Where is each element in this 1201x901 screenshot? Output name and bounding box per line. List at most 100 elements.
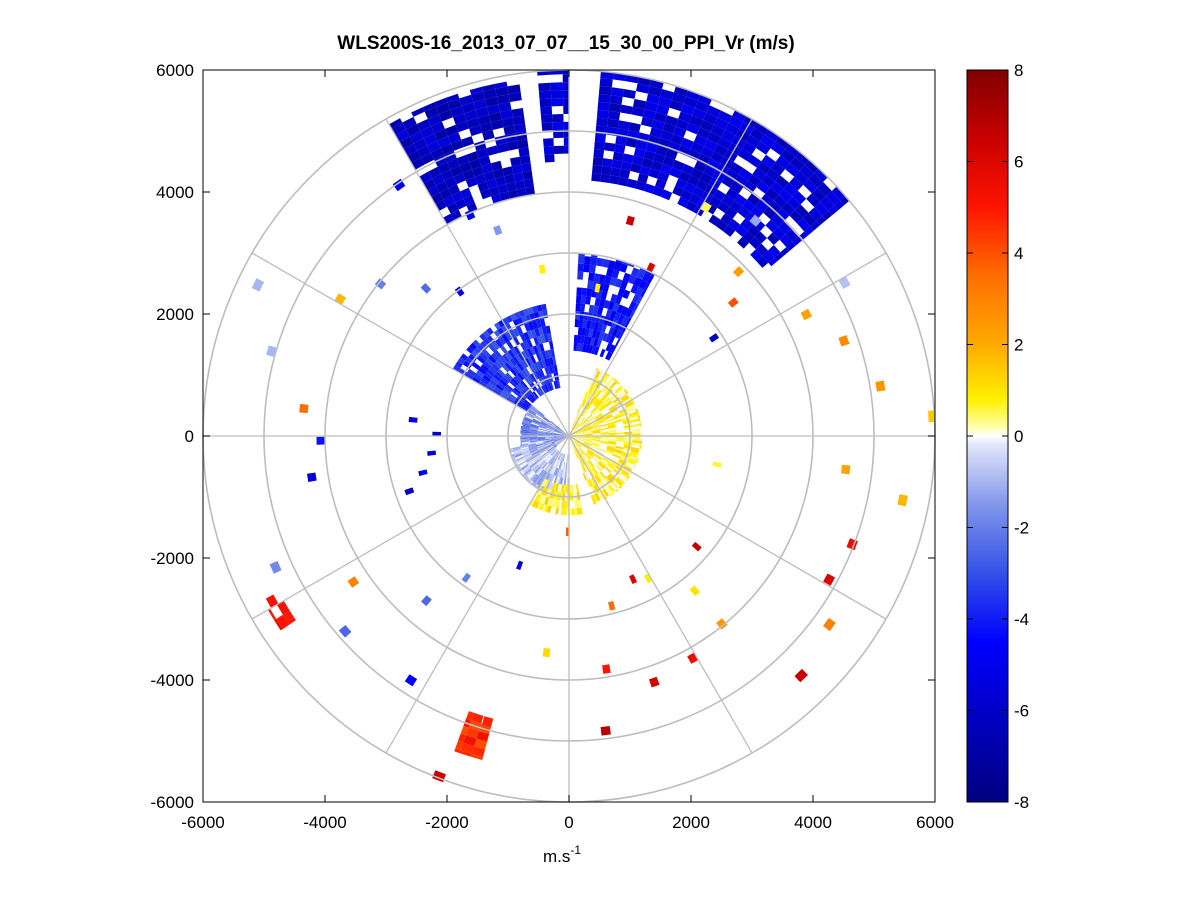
velocity-cell	[493, 374, 502, 382]
velocity-cell	[522, 426, 531, 430]
velocity-cell	[544, 463, 550, 471]
velocity-cell	[541, 496, 547, 505]
velocity-cell	[546, 366, 552, 375]
velocity-cell	[608, 440, 617, 443]
velocity-cell	[395, 129, 410, 143]
velocity-cell	[770, 181, 784, 195]
velocity-cell	[555, 507, 559, 515]
velocity-cell	[419, 171, 433, 184]
velocity-cell	[443, 195, 456, 207]
velocity-cell	[588, 272, 595, 282]
velocity-cell	[576, 438, 585, 442]
velocity-cell	[598, 490, 605, 499]
velocity-cell	[609, 276, 618, 287]
velocity-cell	[576, 295, 582, 304]
velocity-cell	[637, 173, 649, 184]
velocity-cell	[620, 280, 628, 290]
velocity-cell	[544, 442, 553, 447]
velocity-cell	[595, 380, 601, 388]
velocity-cell	[596, 257, 604, 267]
velocity-cell	[404, 674, 418, 687]
velocity-cell	[555, 483, 559, 492]
velocity-cell	[760, 193, 774, 207]
velocity-cell	[515, 180, 526, 190]
velocity-cell	[553, 436, 562, 439]
velocity-cell	[589, 405, 596, 413]
velocity-cell	[600, 406, 608, 413]
velocity-cell	[591, 378, 597, 387]
velocity-cell	[591, 396, 597, 404]
velocity-cell	[526, 413, 534, 419]
velocity-cell	[598, 447, 606, 453]
velocity-cell	[494, 386, 503, 394]
velocity-cell	[450, 139, 464, 151]
velocity-cell	[594, 453, 602, 460]
velocity-cell	[583, 427, 592, 431]
velocity-cell	[554, 451, 560, 459]
velocity-cell	[532, 345, 539, 354]
velocity-cell	[505, 384, 514, 392]
velocity-cell	[720, 213, 733, 226]
velocity-cell	[523, 331, 530, 341]
velocity-cell	[431, 121, 445, 134]
velocity-cell	[450, 165, 463, 177]
velocity-cell	[526, 458, 535, 464]
velocity-cell	[592, 436, 601, 439]
polar-spoke	[385, 435, 570, 754]
velocity-cell	[608, 429, 617, 432]
velocity-cell	[611, 395, 619, 402]
velocity-cell	[580, 447, 587, 454]
velocity-cell	[533, 475, 540, 483]
velocity-cell	[528, 445, 537, 449]
velocity-cell	[828, 205, 839, 216]
velocity-cell	[534, 466, 541, 474]
velocity-cell	[575, 425, 582, 432]
velocity-cell	[737, 206, 751, 219]
velocity-cell	[541, 359, 547, 368]
velocity-cell	[459, 94, 474, 106]
velocity-cell	[599, 471, 607, 479]
velocity-cell	[523, 401, 531, 408]
velocity-cell	[754, 231, 767, 244]
velocity-cell	[411, 157, 425, 170]
velocity-cell	[520, 427, 523, 430]
velocity-cell	[586, 320, 592, 329]
velocity-cell	[716, 618, 728, 630]
velocity-cell	[622, 153, 634, 164]
velocity-cell	[524, 323, 531, 332]
y-tick-label: 4000	[156, 183, 194, 202]
velocity-cell	[595, 400, 603, 408]
velocity-cell	[738, 167, 753, 181]
velocity-cell	[614, 143, 626, 154]
velocity-cell	[619, 392, 627, 399]
velocity-cell	[600, 374, 607, 383]
velocity-cell	[596, 371, 603, 380]
velocity-cell	[625, 308, 633, 318]
velocity-cell	[463, 195, 475, 206]
velocity-cell	[544, 154, 555, 163]
velocity-cell	[632, 438, 641, 441]
velocity-cell	[506, 315, 513, 323]
velocity-cell	[526, 375, 533, 384]
velocity-cell	[538, 447, 546, 452]
velocity-cell	[541, 470, 547, 479]
velocity-cell	[598, 482, 605, 490]
velocity-cell	[534, 476, 541, 484]
velocity-cell	[626, 475, 630, 479]
velocity-cell	[621, 469, 630, 476]
velocity-cell	[483, 88, 497, 100]
velocity-cell	[577, 416, 583, 424]
velocity-cell	[555, 460, 560, 468]
velocity-cell	[591, 172, 602, 182]
velocity-cell	[608, 484, 615, 493]
velocity-cell	[630, 449, 639, 454]
velocity-cell	[546, 426, 555, 431]
velocity-cell	[481, 84, 496, 92]
velocity-cell	[642, 272, 651, 283]
velocity-cell	[547, 505, 552, 513]
velocity-cell	[826, 191, 841, 206]
velocity-cell	[595, 484, 601, 492]
velocity-cell	[606, 388, 614, 397]
velocity-cell	[544, 454, 551, 461]
velocity-cell	[631, 293, 641, 304]
